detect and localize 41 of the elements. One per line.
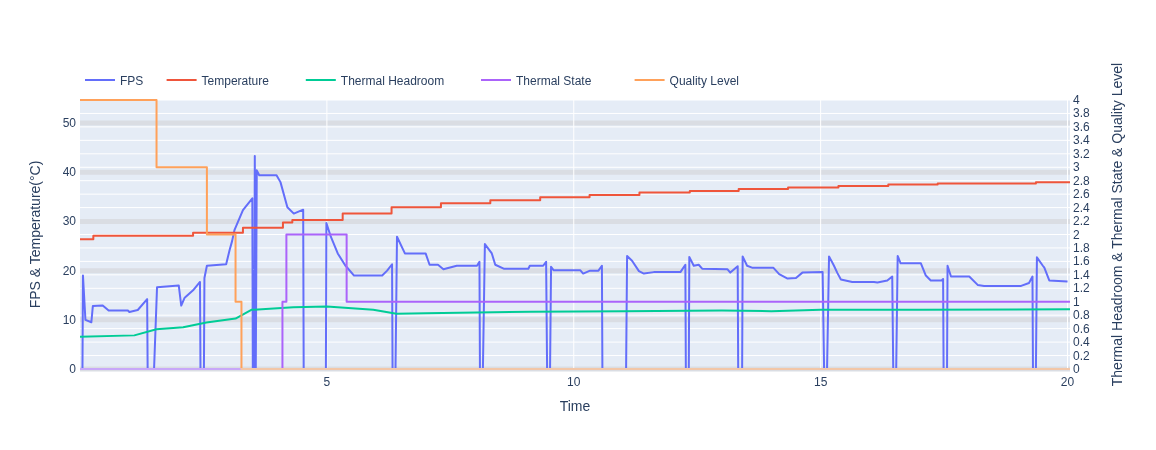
line-series xyxy=(81,155,1069,370)
y2-tick-label: 0.4 xyxy=(1073,335,1091,350)
y-tick-label: 30 xyxy=(62,214,77,229)
x-tick-label: 5 xyxy=(323,375,331,389)
legend-label: Thermal Headroom xyxy=(340,73,445,88)
y-tick-label: 50 xyxy=(62,116,77,131)
y2-tick-label: 2.8 xyxy=(1073,173,1091,188)
legend-label: FPS xyxy=(120,73,144,88)
x-axis-title: Time xyxy=(559,398,591,414)
y-tick-label: 10 xyxy=(62,312,77,327)
line-series xyxy=(80,305,1070,338)
y2-tick-label: 4 xyxy=(1073,93,1080,107)
legend-label: Temperature xyxy=(201,73,270,88)
y2-tick-label: 3 xyxy=(1073,160,1080,175)
y2-tick-label: 0 xyxy=(1073,362,1080,376)
y2-tick-label: 2.6 xyxy=(1073,187,1091,202)
y2-tick-label: 1 xyxy=(1073,294,1080,309)
y-axis-title: FPS & Temperature(°C) xyxy=(27,160,43,309)
x-tick-label: 10 xyxy=(567,375,581,389)
y2-tick-label: 2 xyxy=(1073,227,1080,242)
y2-tick-label: 0.2 xyxy=(1073,348,1091,363)
y2-tick-label: 1.8 xyxy=(1073,240,1091,255)
y2-tick-label: 3.2 xyxy=(1073,146,1091,161)
x-tick-label: 20 xyxy=(1060,375,1075,389)
y2-tick-label: 3.4 xyxy=(1073,133,1091,148)
y2-tick-label: 1.2 xyxy=(1073,281,1091,296)
legend-label: Thermal State xyxy=(516,73,592,88)
y2-tick-label: 0.6 xyxy=(1073,321,1091,336)
y2-tick-label: 1.6 xyxy=(1073,254,1091,269)
y-tick-label: 0 xyxy=(69,362,77,376)
y2-tick-label: 2.2 xyxy=(1073,214,1091,229)
y2-tick-label: 3.8 xyxy=(1073,106,1091,121)
y-tick-label: 20 xyxy=(62,263,77,278)
y2-tick-label: 2.4 xyxy=(1073,200,1091,215)
y2-tick-label: 0.8 xyxy=(1073,308,1091,323)
y2-tick-label: 1.4 xyxy=(1073,267,1091,282)
y-tick-label: 40 xyxy=(62,165,77,180)
y2-axis-title: Thermal Headroom & Thermal State & Quality Level xyxy=(1109,62,1125,387)
legend-label: Quality Level xyxy=(669,73,739,88)
y2-tick-label: 3.6 xyxy=(1073,119,1091,134)
x-tick-label: 15 xyxy=(813,375,828,389)
